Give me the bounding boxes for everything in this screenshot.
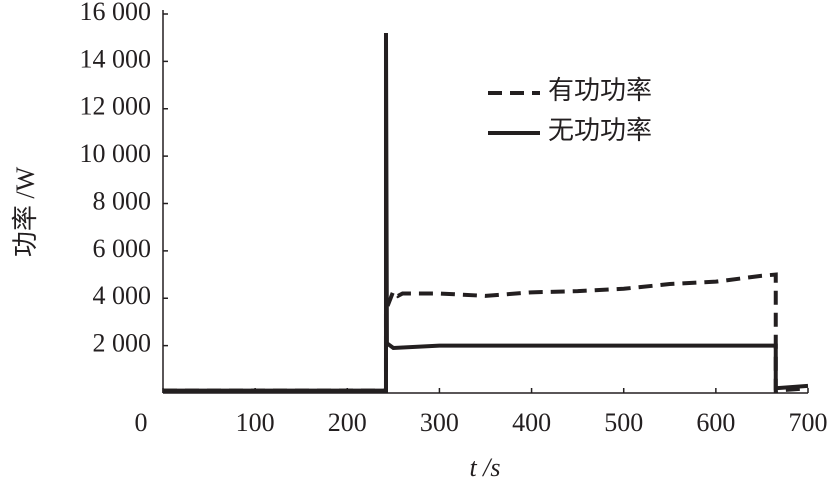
line [163,272,809,393]
legend-label: 无功功率 [548,116,652,145]
legend-label: 有功功率 [548,76,652,105]
y-tick-label: 14 000 [80,44,152,73]
y-tick-label: 6 000 [93,234,152,263]
y-tick-label: 12 000 [80,92,152,121]
x-axis-label: t /s [469,453,500,482]
y-axis-label: 功率 /W [11,166,40,257]
y-tick-label: 16 000 [80,0,152,26]
x-tick-label: 600 [696,408,735,437]
y-tick-label: 4 000 [93,281,152,310]
x-tick-label: 200 [328,408,367,437]
x-tick-label: 500 [604,408,643,437]
y-tick-label: 10 000 [80,139,152,168]
y-tick-label: 8 000 [93,186,152,215]
y-tick-label: 2 000 [93,329,152,358]
x-tick-label: 700 [789,408,828,437]
x-tick-label: 400 [512,408,551,437]
x-tick-label: 0 [135,408,148,437]
line [163,32,809,393]
x-tick-label: 300 [420,408,459,437]
x-tick-label: 100 [236,408,275,437]
